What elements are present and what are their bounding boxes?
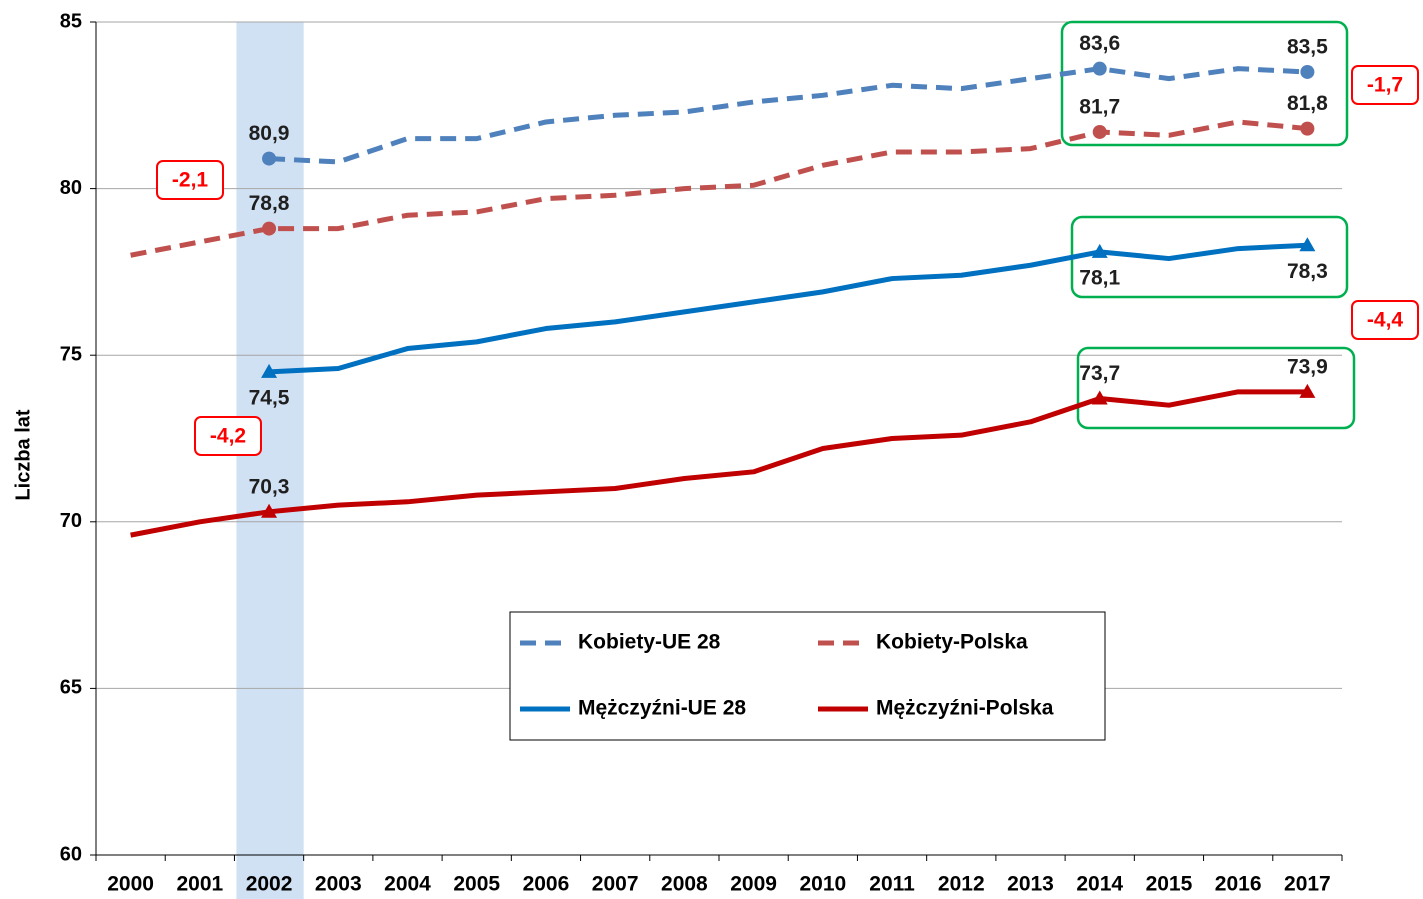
value-label: 73,9 (1287, 355, 1328, 378)
x-tick-label: 2009 (730, 873, 777, 896)
value-label: 81,8 (1287, 92, 1328, 115)
legend-label: Mężczyźni-Polska (876, 697, 1054, 720)
point-marker (1091, 390, 1108, 405)
line-series (268, 66, 1308, 165)
annotation: -4,2 (210, 425, 246, 448)
y-tick-label: 70 (60, 510, 82, 532)
value-label: 73,7 (1079, 362, 1120, 385)
annotation-box (194, 416, 262, 456)
x-tick-label: 2015 (1146, 873, 1193, 896)
point-marker (262, 221, 277, 236)
y-tick-label: 75 (60, 343, 82, 365)
point-marker (1092, 124, 1107, 139)
line-series (268, 242, 1308, 375)
line-series (130, 389, 1308, 538)
legend-label: Kobiety-Polska (876, 631, 1028, 654)
x-tick-label: 2014 (1076, 873, 1123, 896)
value-label: 70,3 (249, 475, 290, 498)
x-tick-label: 2000 (107, 873, 154, 896)
x-tick-label: 2002 (246, 873, 293, 896)
x-tick-label: 2008 (661, 873, 708, 896)
point-marker (1299, 237, 1316, 252)
x-tick-label: 2006 (523, 873, 570, 896)
point-marker (261, 503, 278, 518)
point-marker (1300, 64, 1315, 79)
value-label: 81,7 (1079, 96, 1120, 119)
point-marker (1092, 61, 1107, 76)
annotation-box (1351, 65, 1419, 105)
highlight-band (236, 22, 304, 899)
value-label: 78,1 (1079, 266, 1120, 289)
y-tick-label: 85 (60, 10, 82, 32)
point-marker (261, 363, 278, 378)
annotation: -4,4 (1367, 309, 1404, 332)
y-tick-label: 60 (60, 843, 82, 865)
x-tick-label: 2005 (453, 873, 500, 896)
annotation-box (1351, 300, 1419, 340)
point-marker (262, 151, 277, 166)
value-label: 83,5 (1287, 36, 1328, 59)
point-marker (1299, 383, 1316, 398)
value-label: 78,8 (249, 192, 290, 215)
x-tick-label: 2016 (1215, 873, 1262, 896)
legend-box (509, 611, 1106, 741)
x-tick-label: 2011 (869, 873, 915, 896)
x-tick-label: 2010 (799, 873, 846, 896)
value-label: 74,5 (249, 386, 290, 409)
value-label: 83,6 (1079, 32, 1120, 55)
x-tick-label: 2003 (315, 873, 362, 896)
highlight-box (1060, 20, 1349, 147)
annotation: -2,1 (172, 169, 209, 192)
highlight-box (1076, 346, 1356, 430)
y-tick-label: 65 (60, 677, 82, 699)
y-axis-label: Liczba lat (12, 409, 34, 500)
x-tick-label: 2012 (938, 873, 985, 896)
x-tick-label: 2007 (592, 873, 639, 896)
legend-label: Kobiety-UE 28 (578, 631, 721, 654)
x-tick-label: 2013 (1007, 873, 1054, 896)
x-tick-label: 2001 (176, 873, 223, 896)
legend-label: Mężczyźni-UE 28 (578, 697, 746, 720)
point-marker (1300, 121, 1315, 136)
value-label: 78,3 (1287, 260, 1328, 283)
x-tick-label: 2004 (384, 873, 431, 896)
value-label: 80,9 (249, 122, 290, 145)
annotation-box (156, 160, 224, 200)
annotation: -1,7 (1367, 74, 1403, 97)
point-marker (1091, 243, 1108, 258)
y-tick-label: 80 (60, 177, 82, 199)
x-tick-label: 2017 (1284, 873, 1331, 896)
